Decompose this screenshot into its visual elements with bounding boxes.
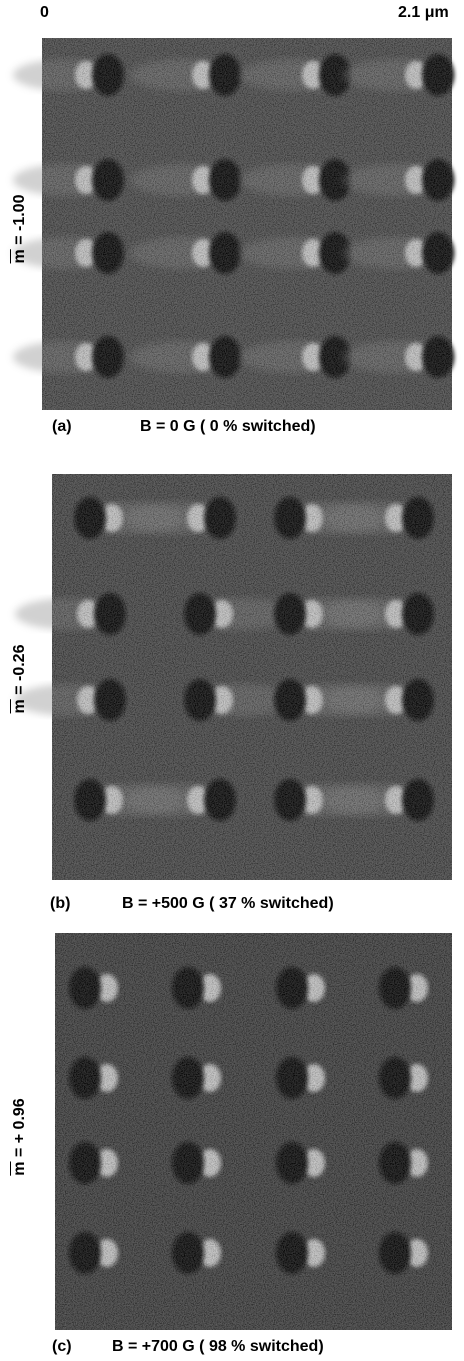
noise bbox=[55, 933, 452, 1330]
noise bbox=[42, 38, 452, 410]
panel-label: (a) bbox=[52, 418, 72, 435]
magnetization-label: m = + 0.96 bbox=[11, 1098, 28, 1176]
scale-end: 2.1 μm bbox=[398, 4, 449, 21]
panel-caption: B = 0 G ( 0 % switched) bbox=[140, 418, 316, 435]
noise bbox=[52, 474, 452, 880]
panel-label: (b) bbox=[50, 895, 71, 912]
panel-caption: B = +700 G ( 98 % switched) bbox=[112, 1338, 324, 1355]
magnetization-label: m = -1.00 bbox=[11, 194, 28, 264]
mfm-panel bbox=[15, 474, 452, 880]
mfm-panel bbox=[13, 38, 454, 410]
magnetization-label: m = -0.26 bbox=[11, 644, 28, 714]
scale-start: 0 bbox=[40, 4, 49, 21]
panel-caption: B = +500 G ( 37 % switched) bbox=[122, 895, 334, 912]
panel-label: (c) bbox=[52, 1338, 72, 1355]
mfm-panel bbox=[55, 933, 452, 1330]
